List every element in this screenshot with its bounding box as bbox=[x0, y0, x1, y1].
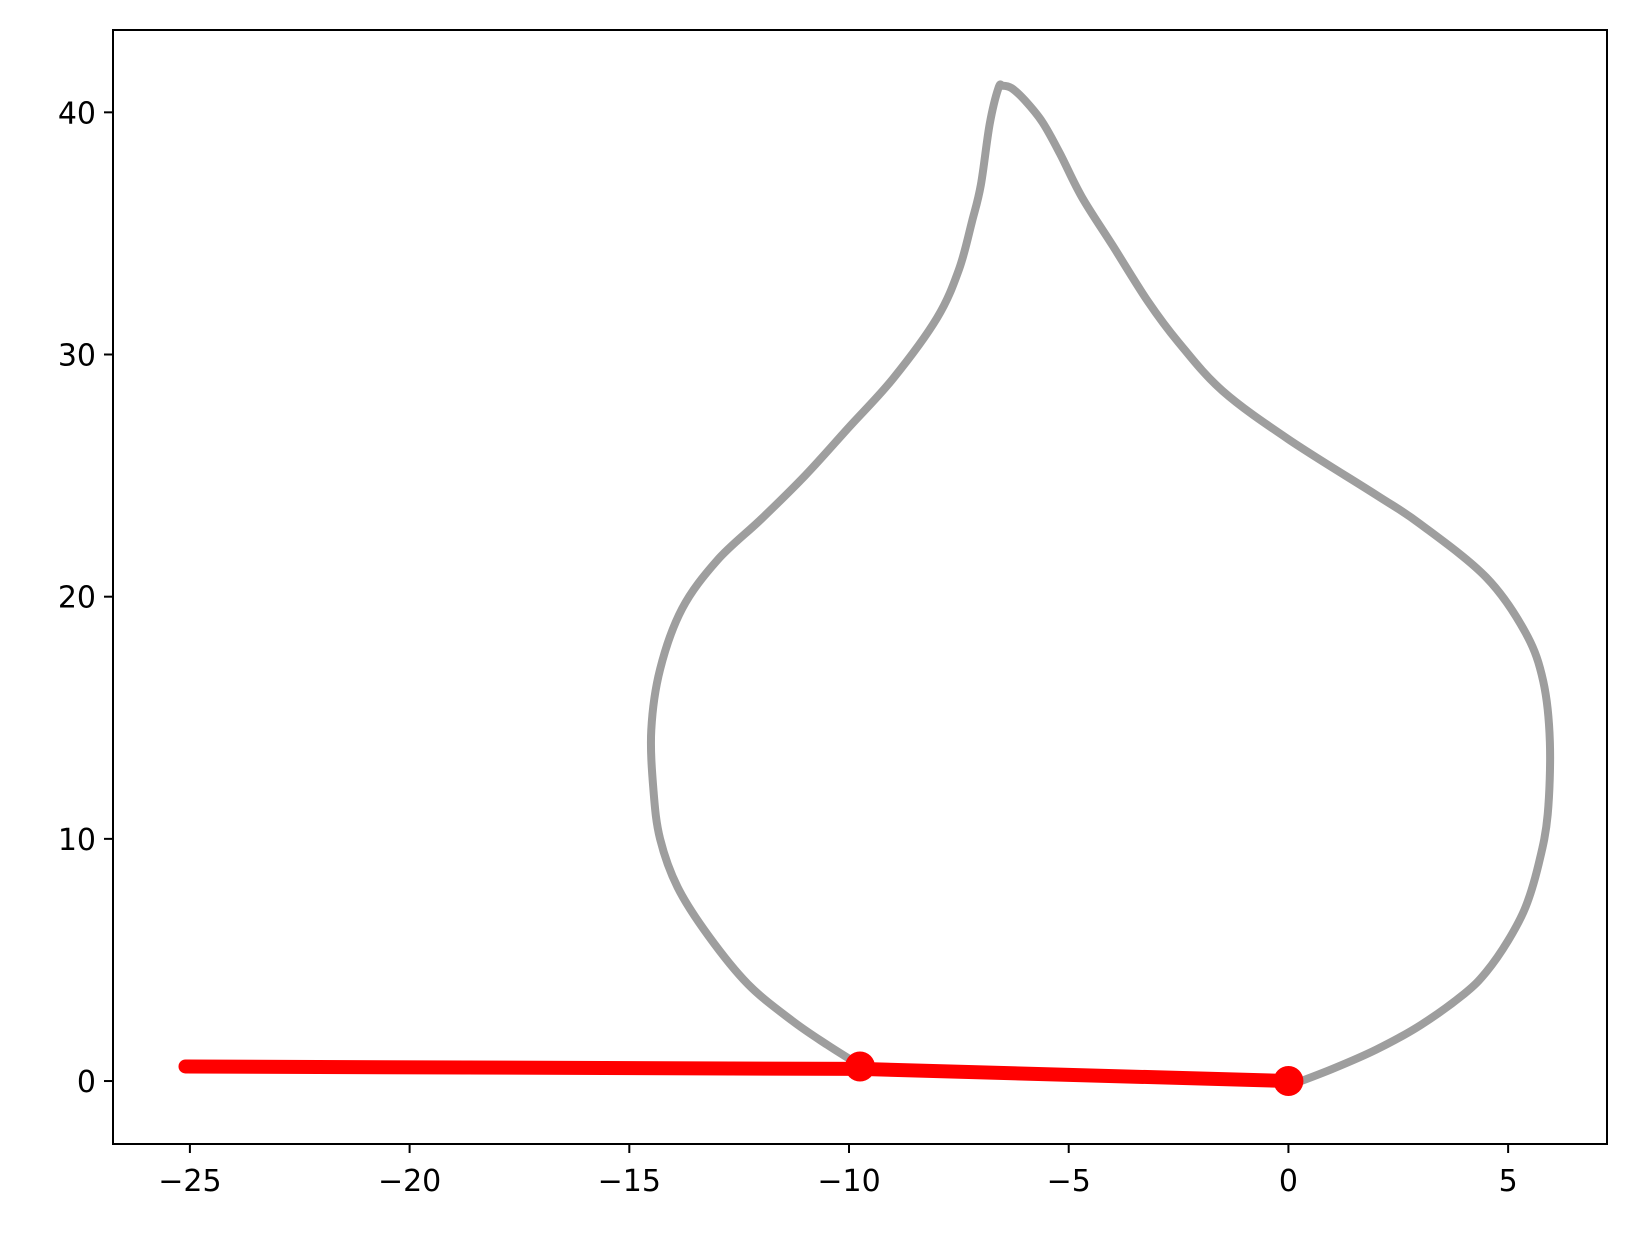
x-axis: −25 −20 −15 −10 −5 0 5 bbox=[158, 1144, 1518, 1199]
x-tick-label-3: −10 bbox=[817, 1164, 880, 1199]
y-tick-label-3: 30 bbox=[58, 339, 96, 374]
x-tick-label-0: −25 bbox=[158, 1164, 221, 1199]
y-tick-label-4: 40 bbox=[58, 96, 96, 131]
x-tick-label-5: 0 bbox=[1279, 1164, 1298, 1199]
series-layer bbox=[178, 80, 1555, 1097]
y-tick-label-1: 10 bbox=[58, 823, 96, 858]
x-tick-label-4: −5 bbox=[1047, 1164, 1091, 1199]
series-2-marker-0 bbox=[845, 1051, 875, 1082]
x-tick-label-1: −20 bbox=[378, 1164, 441, 1199]
series-0-line bbox=[646, 80, 1555, 1090]
y-axis: 0 10 20 30 40 bbox=[58, 96, 113, 1100]
x-tick-label-2: −15 bbox=[598, 1164, 661, 1199]
y-tick-label-2: 20 bbox=[58, 581, 96, 616]
plot-frame bbox=[112, 29, 1608, 1145]
y-tick-label-0: 0 bbox=[77, 1065, 96, 1100]
series-2-marker-1 bbox=[1273, 1066, 1304, 1097]
x-tick-label-6: 5 bbox=[1499, 1164, 1518, 1199]
